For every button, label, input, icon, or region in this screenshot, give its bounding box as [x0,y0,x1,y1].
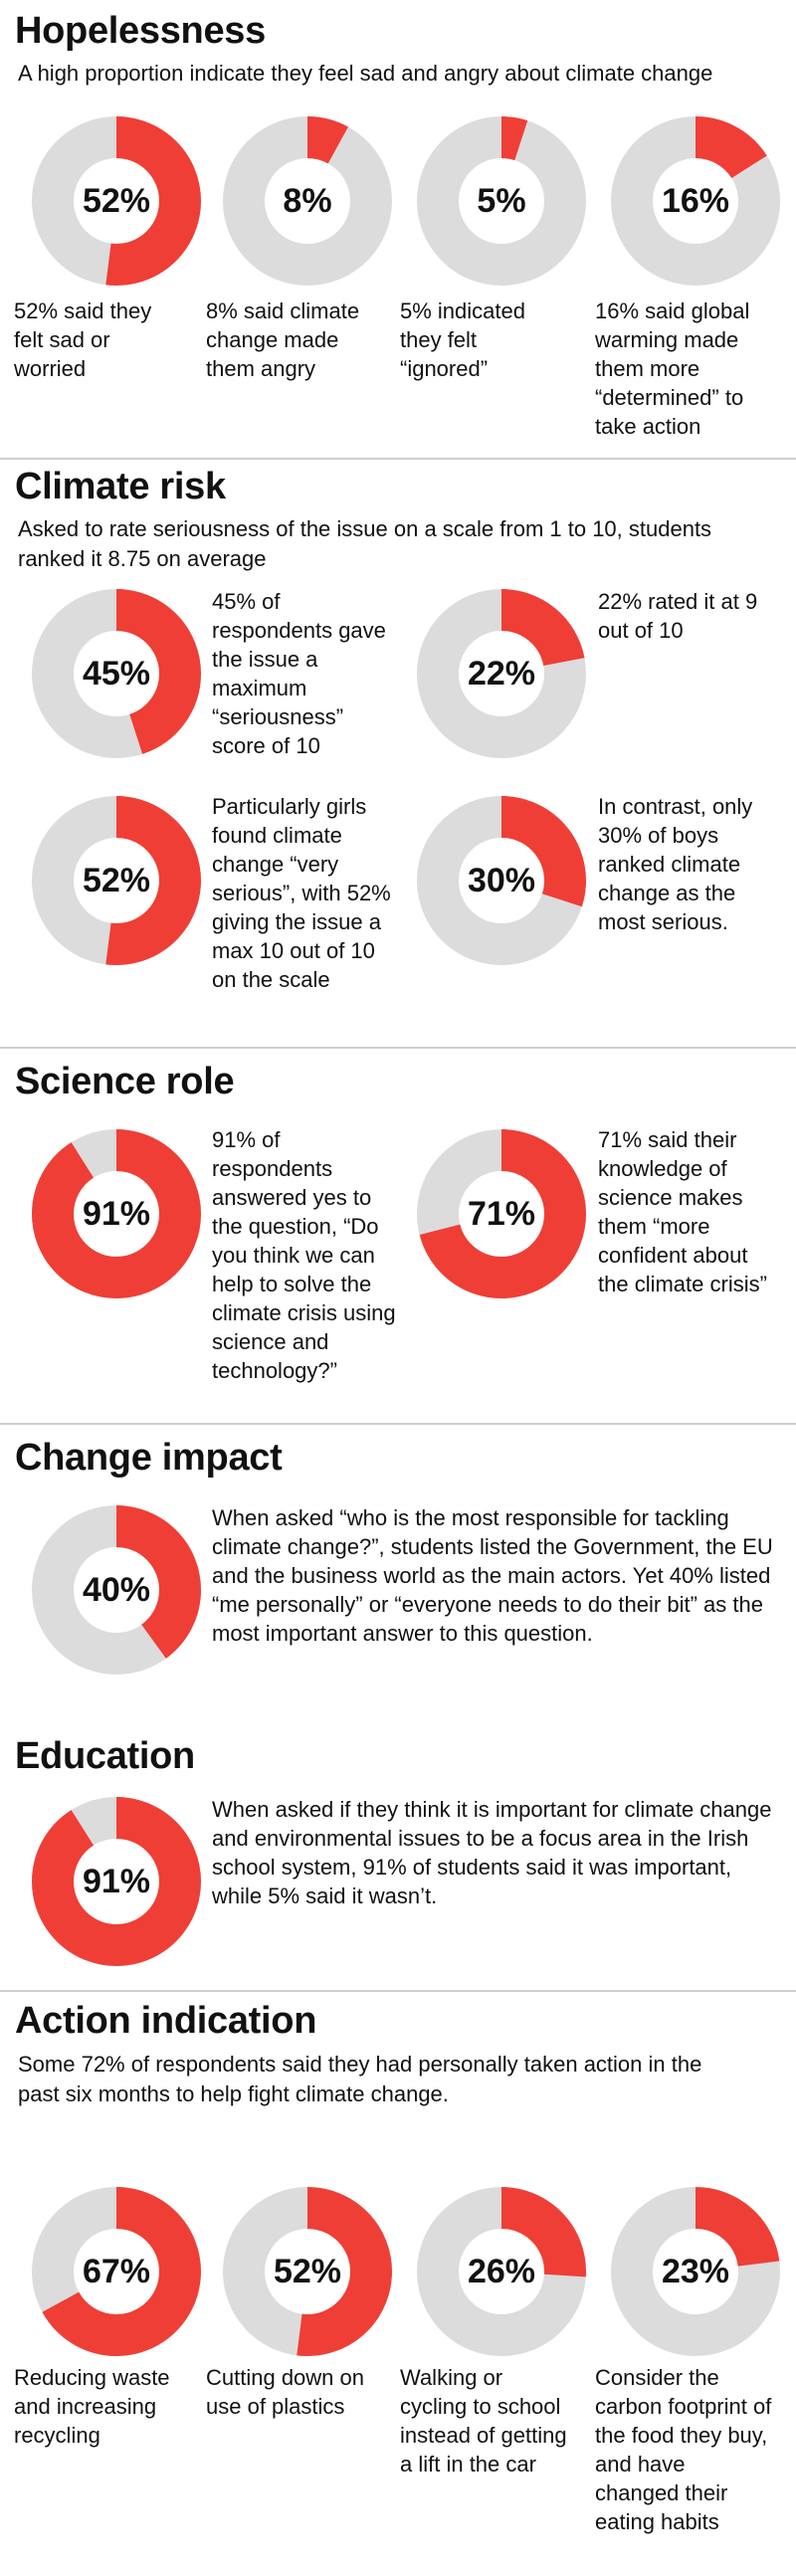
donut-slice [223,2187,392,2356]
donut-value-label: 30% [467,862,536,899]
donut-slice [32,1797,201,1966]
donut-svg [32,2187,201,2356]
donut-svg [32,1129,201,1298]
donut-caption: 91% of respondents answered yes to the q… [212,1127,396,1383]
donut-svg [611,116,780,286]
donut-caption: 8% said climate change made them angry [206,298,360,381]
donut-chart: 40% [32,1505,201,1675]
donut-svg [417,589,586,758]
donut-value-label: 22% [467,655,536,693]
donut-value-label: 45% [82,655,151,693]
section-title: Change impact [15,1437,283,1479]
section-title: Action indication [15,2000,317,2042]
donut-slice [32,1129,201,1298]
section-divider [0,1423,796,1425]
donut-svg [223,116,392,286]
section-subtitle: Asked to rate seriousness of the issue o… [18,516,712,571]
donut-chart: 52% [223,2187,392,2356]
donut-value-label: 52% [273,2253,342,2290]
donut-value-label: 91% [82,1863,151,1900]
donut-slice [32,1505,201,1675]
donut-chart: 8% [223,116,392,286]
section-divider [0,1047,796,1049]
donut-slice [32,2187,201,2356]
donut-chart: 67% [32,2187,201,2356]
donut-slice [417,1129,586,1298]
section-subtitle: Some 72% of respondents said they had pe… [18,2052,702,2106]
donut-chart: 30% [417,796,586,965]
section-title: Science role [15,1061,235,1102]
donut-caption: 52% said they felt sad or worried [14,298,152,381]
section-divider [0,1990,796,1992]
donut-svg [611,2187,780,2356]
donut-slice [223,116,392,286]
section-title: Education [15,1735,195,1777]
donut-chart: 91% [32,1797,201,1966]
donut-caption: Consider the carbon footprint of the foo… [595,2365,772,2534]
donut-svg [417,1129,586,1298]
donut-caption: Cutting down on use of plastics [206,2365,364,2419]
donut-chart: 5% [417,116,586,286]
donut-svg [417,116,586,286]
donut-value-label: 52% [82,862,151,899]
donut-slice [417,2187,586,2356]
donut-svg [417,796,586,965]
donut-svg [32,796,201,965]
donut-value-label: 52% [82,182,151,220]
donut-slice [32,116,201,286]
section-divider [0,458,796,460]
donut-svg [32,1797,201,1966]
donut-chart: 91% [32,1129,201,1298]
donut-slice [417,589,586,758]
section-title: Climate risk [15,466,226,507]
donut-chart: 45% [32,589,201,758]
donut-svg [417,2187,586,2356]
donut-slice [32,589,201,758]
donut-caption: 16% said global warming made them more “… [595,298,750,439]
donut-slice [417,116,586,286]
donut-caption: 5% indicated they felt “ignored” [400,298,525,381]
donut-value-label: 8% [283,182,332,220]
section-title: Hopelessness [15,10,266,52]
donut-caption: When asked if they think it is important… [212,1797,772,1908]
donut-value-label: 26% [467,2253,536,2290]
donut-caption: Reducing waste and increasing recycling [14,2365,170,2448]
donut-caption: 22% rated it at 9 out of 10 [598,589,758,643]
donut-slice [611,116,780,286]
donut-svg [223,2187,392,2356]
donut-caption: 71% said their knowledge of science make… [598,1127,767,1296]
donut-slice [611,2187,780,2356]
donut-chart: 52% [32,796,201,965]
donut-svg [32,116,201,286]
donut-caption: Particularly girls found climate change … [212,794,391,992]
donut-value-label: 91% [82,1195,151,1233]
donut-value-label: 67% [82,2253,151,2290]
donut-caption: Walking or cycling to school instead of … [400,2365,567,2477]
donut-value-label: 71% [467,1195,536,1233]
donut-chart: 71% [417,1129,586,1298]
donut-caption: 45% of respondents gave the issue a maxi… [212,589,386,758]
donut-chart: 16% [611,116,780,286]
donut-slice [417,796,586,965]
donut-value-label: 40% [82,1571,151,1609]
donut-chart: 52% [32,116,201,286]
donut-chart: 22% [417,589,586,758]
donut-value-label: 16% [661,182,730,220]
donut-svg [32,589,201,758]
donut-value-label: 23% [661,2253,730,2290]
section-subtitle: A high proportion indicate they feel sad… [18,61,713,86]
donut-caption: When asked “who is the most responsible … [212,1505,773,1646]
donut-chart: 26% [417,2187,586,2356]
donut-value-label: 5% [477,182,526,220]
donut-caption: In contrast, only 30% of boys ranked cli… [598,794,753,934]
donut-svg [32,1505,201,1675]
donut-chart: 23% [611,2187,780,2356]
donut-slice [32,796,201,965]
